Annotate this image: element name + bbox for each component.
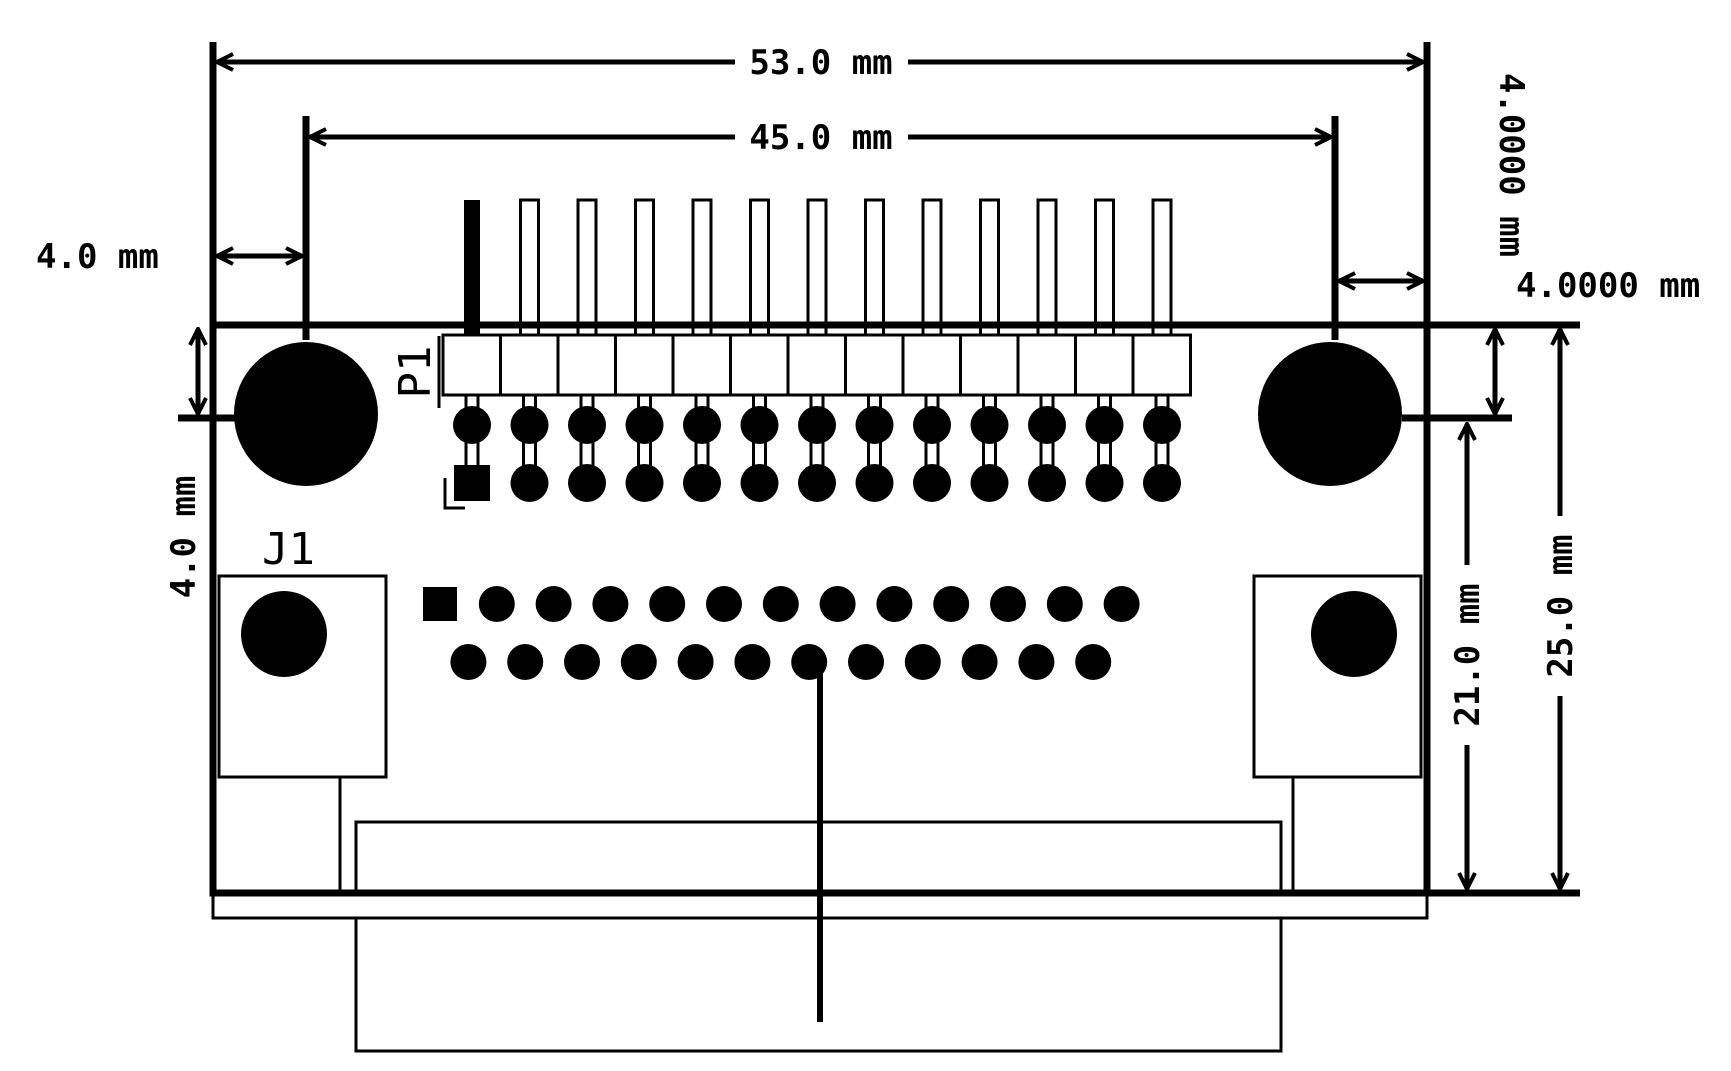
header-pin xyxy=(519,198,540,337)
header-pin xyxy=(1094,198,1115,337)
dimension-left-vertical-label: 4.0 mm xyxy=(164,476,204,599)
header-pad xyxy=(1028,464,1066,502)
db25-pin xyxy=(706,586,742,622)
header-pad xyxy=(568,406,606,444)
dimension-25mm-label: 25.0 mm xyxy=(1541,534,1581,677)
header-pad xyxy=(855,406,894,444)
db25-pins xyxy=(423,586,1140,680)
dimension-53mm: 53.0 mm xyxy=(217,43,1423,83)
header-pad xyxy=(683,406,721,444)
header-pin xyxy=(921,198,943,337)
header-pad xyxy=(740,464,779,502)
dimension-21mm-label: 21.0 mm xyxy=(1448,583,1488,726)
header-p1 xyxy=(441,198,1192,502)
header-pad xyxy=(1143,464,1181,502)
db25-pin-1 xyxy=(423,587,457,621)
db25-pin xyxy=(677,644,714,680)
header-body xyxy=(441,333,1192,397)
header-pad xyxy=(970,464,1009,502)
dimension-45mm: 45.0 mm xyxy=(310,118,1331,158)
dimension-right-offset-label: 4.0000 mm xyxy=(1516,266,1700,306)
dimension-right-offset: 4.0000 mm 4.0000 mm xyxy=(1339,73,1700,306)
db25-pin xyxy=(535,586,572,622)
db25-pin xyxy=(819,586,856,622)
db25-pin xyxy=(990,586,1026,622)
db25-pin xyxy=(904,644,941,680)
db25-pin xyxy=(592,586,629,622)
db25-pin xyxy=(1103,586,1140,622)
header-pad xyxy=(798,464,836,502)
header-pin xyxy=(806,198,828,337)
dimension-53mm-label: 53.0 mm xyxy=(749,43,892,83)
db25-pin xyxy=(734,644,771,680)
header-reference-label: P1 xyxy=(390,346,441,399)
header-pad xyxy=(568,464,606,502)
header-pad xyxy=(453,406,491,444)
header-pad xyxy=(1085,464,1124,502)
header-pad xyxy=(740,406,779,444)
header-pin xyxy=(1036,198,1058,337)
dimension-right-offset-vertical-label: 4.0000 mm xyxy=(1491,73,1531,257)
header-pad xyxy=(970,406,1009,444)
db25-pin xyxy=(564,644,600,680)
dimension-left-vertical: 4.0 mm xyxy=(164,329,204,598)
header-pad xyxy=(510,464,549,502)
connector-mounting-hole-right xyxy=(1311,591,1397,677)
dimension-left-offset: 4.0 mm xyxy=(36,237,302,277)
header-pin-1 xyxy=(464,200,480,335)
header-pad xyxy=(625,406,664,444)
connector-reference-label: J1 xyxy=(262,524,315,575)
db25-pin xyxy=(620,644,657,680)
header-pin xyxy=(979,198,1000,337)
header-pad xyxy=(913,406,951,444)
db25-pin xyxy=(848,644,884,680)
header-pad-pin1 xyxy=(454,465,490,501)
dimension-left-offset-label: 4.0 mm xyxy=(36,237,159,277)
header-pin xyxy=(691,198,713,337)
db25-pin xyxy=(1018,644,1055,680)
dimension-25mm: 25.0 mm xyxy=(1541,329,1581,889)
header-pad xyxy=(1085,406,1124,444)
db25-pin xyxy=(1075,644,1112,680)
header-pad xyxy=(855,464,894,502)
pin1-corner-marker xyxy=(443,478,465,510)
header-pad xyxy=(1028,406,1066,444)
db25-pin xyxy=(649,586,686,622)
header-pad xyxy=(625,464,664,502)
header-pin xyxy=(749,198,770,337)
header-pad xyxy=(798,406,836,444)
header-pin xyxy=(864,198,885,337)
db25-pin xyxy=(762,586,799,622)
connector-mounting-hole-left xyxy=(241,591,327,677)
header-pin xyxy=(1151,198,1173,337)
extension-lines xyxy=(178,42,1580,897)
dimension-21mm: 21.0 mm xyxy=(1448,424,1488,889)
header-pad xyxy=(913,464,951,502)
header-pad xyxy=(683,464,721,502)
header-pad xyxy=(510,406,549,444)
db25-pin xyxy=(933,586,970,622)
db25-pin xyxy=(450,644,487,680)
db25-pin xyxy=(507,644,544,680)
mounting-hole-right xyxy=(1258,342,1402,486)
header-pin xyxy=(576,198,598,337)
header-pad xyxy=(1143,406,1181,444)
dimension-45mm-label: 45.0 mm xyxy=(749,118,892,158)
db25-pin xyxy=(478,586,515,622)
mounting-hole-left xyxy=(234,342,378,486)
db25-pin xyxy=(1046,586,1083,622)
header-pin xyxy=(634,198,655,337)
db25-pin xyxy=(876,586,913,622)
db25-pin xyxy=(961,644,998,680)
